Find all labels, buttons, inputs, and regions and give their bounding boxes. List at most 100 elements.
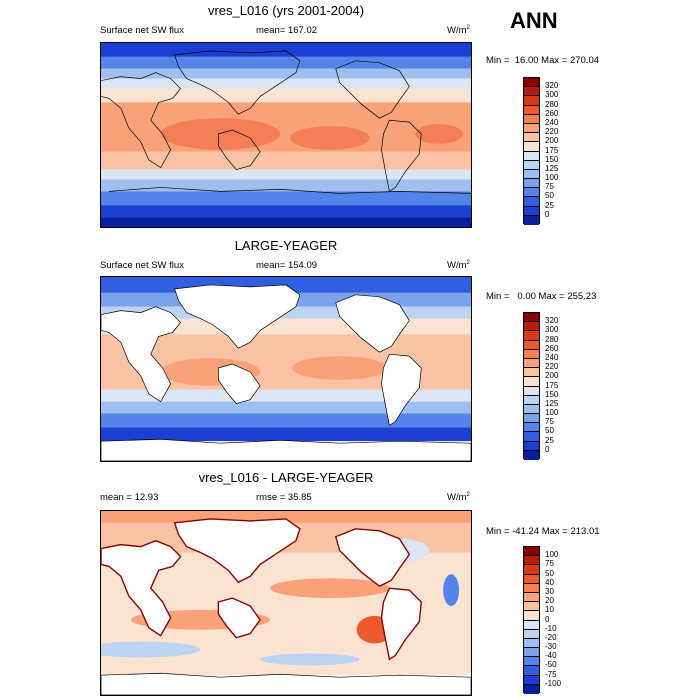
colorbar-level-label: 240: [545, 352, 559, 362]
panel-2-left-label: Surface net SW flux: [100, 260, 184, 271]
colorbar-bin: [524, 142, 539, 152]
colorbar-bin: [524, 368, 539, 378]
colorbar-bin: [524, 565, 539, 575]
colorbar-level-label: 280: [545, 334, 559, 344]
panel-1-mean-label: mean= 167.02: [256, 25, 318, 36]
colorbar-level-label: 50: [545, 191, 554, 201]
colorbar-level-label: 75: [545, 182, 554, 192]
colorbar-level-label: 320: [545, 316, 559, 326]
colorbar-level-label: 75: [545, 417, 554, 427]
colorbar-level-label: -50: [545, 660, 557, 670]
panel-2-minmax: Min = 0.00 Max = 255.23: [486, 291, 597, 302]
panel-3-minmax: Min = -41.24 Max = 213.01: [486, 526, 600, 537]
colorbar-level-label: 280: [545, 99, 559, 109]
panel-3-title: vres_L016 - LARGE-YEAGER: [198, 470, 374, 485]
colorbar-bin: [524, 404, 539, 415]
panel-1-title: vres_L016 (yrs 2001-2004): [207, 3, 365, 18]
colorbar-level-label: 50: [545, 568, 554, 578]
colorbar-level-label: 125: [545, 398, 559, 408]
colorbar-bin: [524, 441, 539, 451]
colorbar-bin: [524, 188, 539, 198]
colorbar-level-label: 200: [545, 371, 559, 381]
colorbar-level-label: -75: [545, 669, 557, 679]
colorbar-level-label: 0: [545, 614, 550, 624]
colorbar-bin: [524, 666, 539, 676]
panel-1-map-svg: [101, 43, 471, 227]
colorbar-level-label: -20: [545, 632, 557, 642]
colorbar-level-label: -100: [545, 678, 562, 688]
colorbar-bin: [524, 78, 539, 88]
colorbar-bin: [524, 386, 539, 396]
colorbar-level-label: 0: [545, 209, 550, 219]
colorbar-level-label: 50: [545, 426, 554, 436]
colorbar-bin: [524, 592, 539, 603]
colorbar-level-label: 25: [545, 435, 554, 445]
colorbar-level-label: 175: [545, 380, 559, 390]
colorbar-bin: [524, 206, 539, 216]
panel-3-rmse-label: rmse = 35.85: [256, 492, 312, 503]
colorbar-level-label: 150: [545, 389, 559, 399]
colorbar-bin: [524, 638, 539, 649]
panel-2-colorbar: [523, 312, 540, 460]
colorbar-bin: [524, 123, 539, 134]
colorbar-bin: [524, 602, 539, 612]
colorbar-bin: [524, 215, 539, 225]
colorbar-bin: [524, 133, 539, 143]
panel-3-units: W/m2: [447, 492, 470, 504]
colorbar-level-label: 150: [545, 154, 559, 164]
panel-1-left-label: Surface net SW flux: [100, 25, 184, 36]
colorbar-bin: [524, 340, 539, 350]
colorbar-bin: [524, 583, 539, 593]
colorbar-bin: [524, 684, 539, 694]
colorbar-bin: [524, 648, 539, 658]
panel-3-map: [100, 510, 472, 696]
colorbar-bin: [524, 657, 539, 667]
panel-2-mean-label: mean= 154.09: [256, 260, 318, 271]
colorbar-bin: [524, 197, 539, 207]
colorbar-level-label: 10: [545, 605, 554, 615]
colorbar-bin: [524, 620, 539, 630]
colorbar-level-label: -40: [545, 651, 557, 661]
colorbar-bin: [524, 358, 539, 369]
colorbar-level-label: 100: [545, 550, 559, 560]
panel-2-units: W/m2: [447, 260, 470, 272]
panel-1-minmax: Min = 16.00 Max = 270.04: [486, 55, 600, 66]
colorbar-level-label: 30: [545, 586, 554, 596]
panel-3-colorbar: [523, 546, 540, 694]
colorbar-bin: [524, 574, 539, 584]
colorbar-level-label: 0: [545, 444, 550, 454]
colorbar-bin: [524, 169, 539, 180]
colorbar-level-label: 100: [545, 173, 559, 183]
colorbar-bin: [524, 547, 539, 557]
colorbar-level-label: 300: [545, 325, 559, 335]
colorbar-bin: [524, 450, 539, 460]
colorbar-level-label: 75: [545, 559, 554, 569]
colorbar-bin: [524, 629, 539, 639]
colorbar-bin: [524, 179, 539, 189]
colorbar-bin: [524, 675, 539, 685]
colorbar-bin: [524, 96, 539, 106]
colorbar-bin: [524, 611, 539, 621]
colorbar-bin: [524, 322, 539, 332]
colorbar-level-label: -30: [545, 642, 557, 652]
colorbar-level-label: 240: [545, 117, 559, 127]
colorbar-bin: [524, 556, 539, 566]
panel-1-colorbar: [523, 77, 540, 225]
panel-1-units: W/m2: [447, 25, 470, 37]
colorbar-bin: [524, 395, 539, 405]
colorbar-bin: [524, 414, 539, 424]
colorbar-bin: [524, 349, 539, 359]
colorbar-level-label: 40: [545, 577, 554, 587]
colorbar-bin: [524, 87, 539, 97]
colorbar-bin: [524, 151, 539, 161]
colorbar-level-label: 320: [545, 81, 559, 91]
colorbar-bin: [524, 423, 539, 433]
panel-2-map-svg: [101, 277, 471, 461]
colorbar-bin: [524, 160, 539, 170]
panel-2-title: LARGE-YEAGER: [234, 238, 338, 253]
colorbar-bin: [524, 331, 539, 341]
season-label: ANN: [510, 8, 558, 33]
colorbar-level-label: -10: [545, 623, 557, 633]
colorbar-level-label: 20: [545, 596, 554, 606]
colorbar-level-label: 220: [545, 362, 559, 372]
